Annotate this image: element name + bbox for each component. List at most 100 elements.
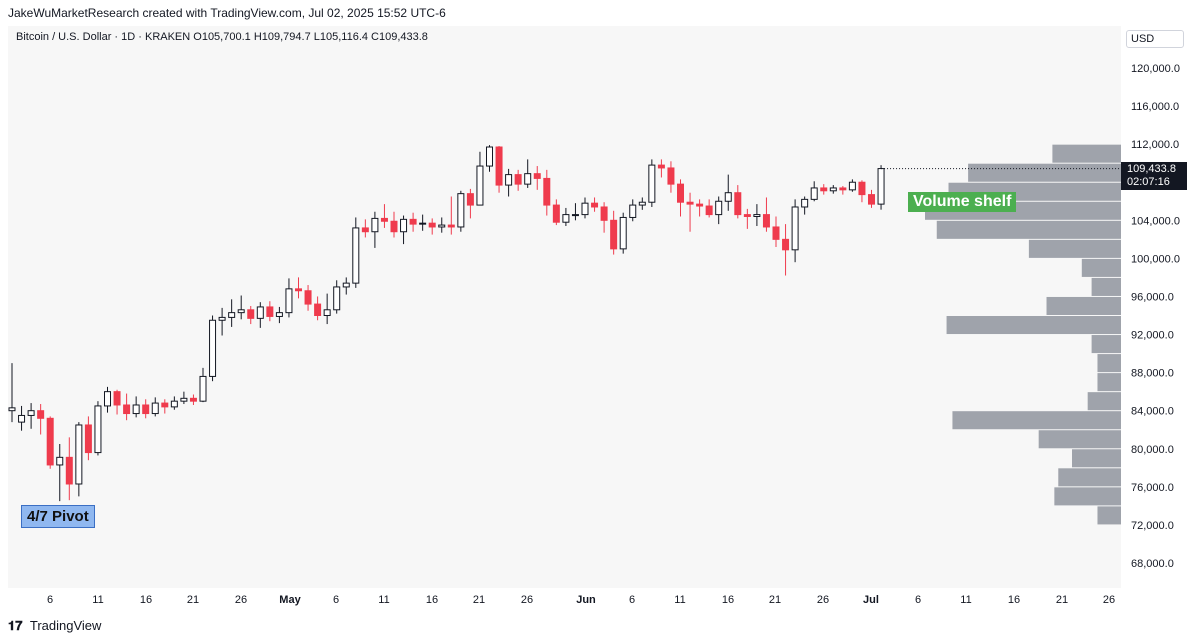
price-axis[interactable] — [1121, 26, 1200, 588]
date-tick-label: 26 — [817, 594, 829, 606]
volume-profile-bar — [1087, 392, 1121, 411]
volume-profile-bar — [1097, 506, 1121, 525]
price-tick-label: 76,000.0 — [1131, 482, 1174, 494]
candle-up — [457, 193, 465, 228]
date-tick-label: 21 — [187, 594, 199, 606]
candle-up — [94, 405, 102, 454]
bar-countdown: 02:07:16 — [1127, 176, 1170, 188]
date-tick-label: 6 — [629, 594, 635, 606]
candle-up — [104, 391, 111, 407]
candle-down — [84, 424, 92, 454]
candle-down — [409, 218, 417, 225]
date-tick-label: Jul — [863, 594, 879, 606]
price-tick-label: 68,000.0 — [1131, 558, 1174, 570]
candle-down — [447, 224, 455, 228]
candle-up — [791, 206, 799, 251]
attribution: JakeWuMarketResearch created with Tradin… — [8, 6, 446, 20]
date-tick-label: 6 — [333, 594, 339, 606]
candle-down — [466, 193, 474, 206]
date-tick-label: 11 — [92, 594, 103, 606]
candle-down — [533, 173, 541, 179]
date-tick-label: 11 — [960, 594, 971, 606]
candle-up — [323, 309, 331, 316]
volume-profile-bar — [1038, 430, 1121, 449]
candle-down — [514, 174, 522, 185]
candle-up — [476, 165, 484, 206]
candle-up — [371, 217, 379, 233]
candle-up — [170, 400, 178, 408]
candle-up — [342, 282, 350, 288]
candle-down — [295, 288, 302, 292]
annotation-volume-shelf[interactable]: Volume shelf — [908, 192, 1017, 212]
date-tick-label: 6 — [47, 594, 53, 606]
date-tick-label: 21 — [769, 594, 781, 606]
candle-up — [400, 218, 408, 233]
candle-up — [524, 173, 532, 185]
candle-up — [333, 286, 341, 311]
price-tick-label: 116,000.0 — [1131, 101, 1179, 113]
candle-down — [657, 164, 665, 169]
candle-up — [256, 306, 264, 319]
candle-up — [724, 192, 732, 202]
candle-down — [782, 238, 790, 251]
volume-profile-bar — [1046, 296, 1121, 315]
candle-up — [56, 456, 64, 466]
price-tick-label: 112,000.0 — [1131, 139, 1179, 151]
candle-up — [829, 187, 837, 192]
candle-up — [151, 402, 159, 415]
candle-up — [237, 309, 245, 314]
candle-up — [275, 312, 283, 317]
footer-brand: TradingView — [29, 618, 102, 633]
candle-up — [486, 146, 493, 167]
currency-button[interactable]: USD — [1126, 30, 1184, 48]
price-tick-label: 100,000.0 — [1131, 253, 1180, 265]
candle-down — [247, 309, 255, 319]
candle-up — [285, 288, 293, 314]
last-price-tag: 109,433.8 02:07:16 — [1121, 162, 1187, 190]
candle-up — [581, 202, 589, 216]
candle-up — [801, 198, 809, 208]
volume-profile-bar — [936, 220, 1121, 239]
price-tick-label: 104,000.0 — [1131, 215, 1180, 227]
candle-down — [667, 167, 675, 185]
last-price-value: 109,433.8 — [1127, 163, 1176, 175]
candle-up — [209, 319, 217, 377]
annotation-pivot[interactable]: 4/7 Pivot — [21, 505, 95, 528]
candle-down — [390, 220, 398, 233]
candle-down — [858, 181, 866, 196]
date-tick-label: 26 — [521, 594, 533, 606]
candle-up — [180, 397, 188, 402]
plot-area[interactable] — [8, 26, 1121, 588]
candle-down — [686, 201, 694, 205]
candle-down — [772, 226, 780, 240]
date-tick-label: Jun — [576, 594, 596, 606]
volume-profile-bar — [1052, 144, 1121, 163]
candle-up — [228, 312, 236, 318]
candle-up — [505, 174, 513, 186]
candle-up — [619, 216, 627, 250]
volume-profile-bar — [1054, 487, 1121, 506]
date-tick-label: 16 — [1008, 594, 1020, 606]
candle-up — [18, 414, 26, 423]
price-tick-label: 84,000.0 — [1131, 406, 1174, 418]
volume-profile-bar — [1072, 449, 1121, 468]
candle-down — [495, 146, 503, 186]
candle-down — [734, 192, 742, 216]
price-tick-label: 72,000.0 — [1131, 520, 1174, 532]
candle-down — [762, 214, 770, 228]
date-tick-label: 21 — [1056, 594, 1068, 606]
candle-down — [189, 397, 197, 402]
candle-down — [142, 404, 150, 415]
candle-down — [380, 217, 388, 222]
price-tick-label: 96,000.0 — [1131, 291, 1174, 303]
candle-down — [610, 219, 618, 250]
candle-down — [161, 402, 169, 408]
candle-down — [428, 222, 436, 228]
date-tick-label: 26 — [1103, 594, 1115, 606]
candle-down — [543, 177, 551, 206]
candle-up — [648, 164, 656, 203]
date-tick-label: 16 — [426, 594, 438, 606]
candle-up — [562, 214, 570, 223]
candle-down — [839, 187, 847, 191]
candle-up — [638, 201, 646, 206]
